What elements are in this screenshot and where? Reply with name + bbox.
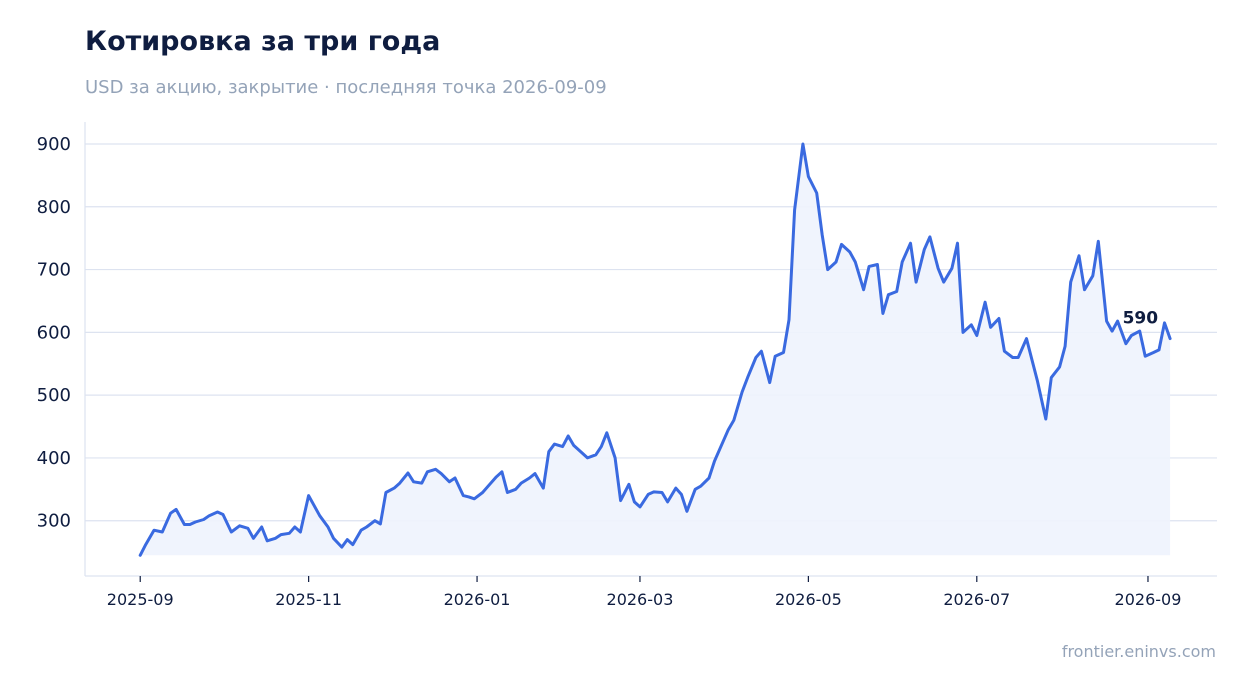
x-tick-label: 2026-07 (943, 590, 1010, 609)
y-tick-label: 600 (37, 322, 71, 343)
series-area-fill (140, 144, 1171, 556)
y-tick-label: 500 (37, 385, 71, 406)
x-tick-label: 2026-05 (775, 590, 842, 609)
chart-title: Котировка за три года (85, 26, 441, 57)
series-layer (138, 142, 1172, 557)
y-tick-label: 700 (37, 260, 71, 281)
chart-subtitle: USD за акцию, закрытие · последняя точка… (85, 77, 607, 98)
x-tick-label: 2025-09 (107, 590, 174, 609)
axis-layer: 300 400 500 600 700 800 900 2025-09 2025-11 2026-… (37, 122, 1217, 609)
y-tick-label: 800 (37, 197, 71, 218)
x-tick-label: 2025-11 (275, 590, 342, 609)
last-value-label: 590 (1123, 309, 1159, 329)
x-tick-label: 2026-03 (607, 590, 674, 609)
source-footer: frontier.eninvs.com (1061, 642, 1216, 661)
y-tick-label: 400 (37, 448, 71, 469)
label-layer: 590 (1123, 309, 1159, 329)
y-tick-label: 300 (37, 511, 71, 532)
series-line (138, 142, 1172, 557)
x-tick-label: 2026-09 (1115, 590, 1182, 609)
y-tick-label: 900 (37, 134, 71, 155)
x-tick-label: 2026-01 (444, 590, 511, 609)
